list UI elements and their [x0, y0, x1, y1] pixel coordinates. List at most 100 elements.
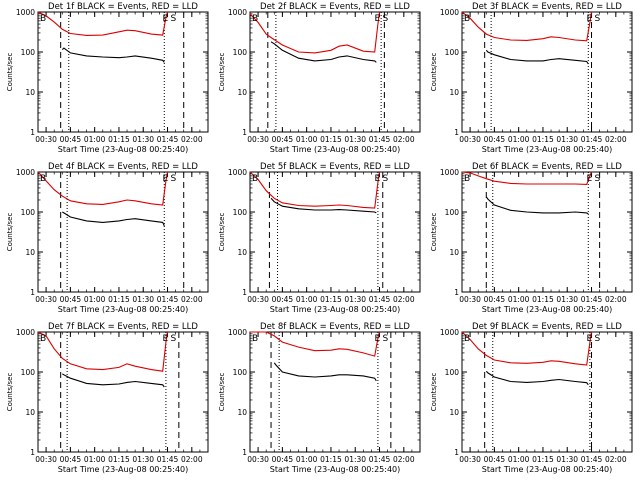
x-tick-label: 01:45 [157, 295, 179, 304]
x-tick-label: 01:30 [344, 135, 366, 144]
y-tick-label: 100 [445, 368, 460, 377]
x-tick-label: 01:00 [296, 135, 318, 144]
y-tick-label: 1000 [16, 8, 35, 17]
marker-b: B [40, 174, 46, 184]
x-tick-label: 00:45 [272, 455, 294, 464]
x-tick-label: 01:15 [320, 135, 342, 144]
events-series-line [485, 49, 589, 65]
marker-s: S [383, 334, 389, 344]
marker-e: E [587, 334, 593, 344]
x-tick-label: 01:00 [508, 455, 530, 464]
x-tick-label: 00:45 [484, 455, 506, 464]
marker-b: B [40, 334, 46, 344]
y-tick-label: 100 [21, 208, 36, 217]
y-tick-label: 1000 [228, 328, 247, 337]
x-axis-label: Start Time (23-Aug-08 00:25:40) [270, 465, 401, 474]
x-tick-label: 00:45 [484, 295, 506, 304]
x-tick-label: 00:45 [60, 135, 82, 144]
plot-frame [37, 11, 209, 133]
x-tick-label: 02:00 [393, 295, 415, 304]
x-tick-label: 00:30 [459, 135, 481, 144]
x-axis-label: Start Time (23-Aug-08 00:25:40) [482, 145, 613, 154]
x-tick-label: 01:45 [581, 135, 603, 144]
y-axis-label: Counts/sec [430, 53, 438, 92]
x-tick-label: 00:45 [484, 135, 506, 144]
y-tick-label: 100 [21, 368, 36, 377]
chart-title: Det 1f BLACK = Events, RED = LLD [48, 2, 198, 12]
y-tick-label: 100 [21, 48, 36, 57]
y-tick-label: 1 [454, 128, 459, 137]
chart-title: Det 9f BLACK = Events, RED = LLD [472, 322, 622, 332]
x-tick-label: 00:30 [247, 455, 269, 464]
x-tick-label: 01:30 [344, 295, 366, 304]
y-tick-label: 100 [445, 208, 460, 217]
x-tick-label: 01:15 [320, 455, 342, 464]
marker-e: E [375, 174, 381, 184]
chart-panel-5: Det 5f BLACK = Events, RED = LLD 1 10 100 10… [218, 162, 421, 314]
marker-s: S [595, 334, 601, 344]
marker-s: S [383, 174, 389, 184]
y-tick-label: 1000 [440, 328, 459, 337]
x-tick-label: 01:00 [296, 295, 318, 304]
events-series-line [270, 197, 377, 214]
y-tick-label: 1 [242, 448, 247, 457]
x-tick-label: 01:00 [84, 135, 106, 144]
y-tick-label: 1000 [228, 168, 247, 177]
x-axis-label: Start Time (23-Aug-08 00:25:40) [58, 145, 189, 154]
y-tick-label: 10 [237, 248, 247, 257]
marker-b: B [252, 334, 258, 344]
chart-panel-2: Det 2f BLACK = Events, RED = LLD 1 10 100 10… [218, 2, 421, 154]
marker-s: S [383, 14, 389, 24]
marker-e: E [375, 334, 381, 344]
x-tick-label: 01:30 [556, 455, 578, 464]
events-series-line [61, 47, 165, 63]
x-tick-label: 02:00 [605, 455, 627, 464]
y-tick-label: 10 [237, 88, 247, 97]
events-series-line [62, 211, 165, 227]
x-tick-label: 01:30 [344, 455, 366, 464]
x-tick-label: 01:15 [320, 295, 342, 304]
plot-frame [461, 331, 633, 453]
x-tick-label: 01:00 [84, 295, 106, 304]
chart-title: Det 8f BLACK = Events, RED = LLD [260, 322, 410, 332]
y-tick-label: 10 [25, 88, 35, 97]
x-tick-label: 01:45 [369, 135, 391, 144]
x-tick-label: 01:30 [132, 135, 154, 144]
marker-e: E [587, 174, 593, 184]
x-tick-label: 01:15 [108, 295, 130, 304]
x-tick-label: 02:00 [181, 295, 203, 304]
x-tick-label: 01:15 [532, 455, 554, 464]
x-tick-label: 01:15 [532, 295, 554, 304]
plot-frame [37, 331, 209, 453]
y-tick-label: 100 [233, 208, 248, 217]
chart-panel-9: Det 9f BLACK = Events, RED = LLD 1 10 100 10… [430, 322, 633, 474]
x-axis-label: Start Time (23-Aug-08 00:25:40) [58, 465, 189, 474]
x-axis-label: Start Time (23-Aug-08 00:25:40) [270, 145, 401, 154]
x-tick-label: 00:45 [272, 295, 294, 304]
marker-s: S [171, 14, 177, 24]
x-tick-label: 01:15 [532, 135, 554, 144]
lld-series-line [249, 171, 381, 209]
marker-b: B [464, 334, 470, 344]
y-tick-label: 1000 [440, 168, 459, 177]
marker-s: S [595, 174, 601, 184]
y-tick-label: 1 [454, 448, 459, 457]
y-tick-label: 1000 [228, 8, 247, 17]
x-tick-label: 00:45 [272, 135, 294, 144]
chart-title: Det 6f BLACK = Events, RED = LLD [472, 162, 622, 172]
x-tick-label: 01:15 [108, 455, 130, 464]
x-tick-label: 00:30 [247, 295, 269, 304]
x-tick-label: 00:30 [459, 295, 481, 304]
x-tick-label: 02:00 [393, 135, 415, 144]
y-axis-label: Counts/sec [6, 373, 14, 412]
marker-b: B [252, 14, 258, 24]
marker-e: E [375, 14, 381, 24]
x-tick-label: 00:30 [35, 135, 57, 144]
x-tick-label: 01:45 [581, 295, 603, 304]
x-tick-label: 01:00 [508, 135, 530, 144]
x-tick-label: 00:45 [60, 295, 82, 304]
chart-title: Det 4f BLACK = Events, RED = LLD [48, 162, 198, 172]
lld-series-line [37, 331, 169, 372]
y-tick-label: 1 [30, 448, 35, 457]
